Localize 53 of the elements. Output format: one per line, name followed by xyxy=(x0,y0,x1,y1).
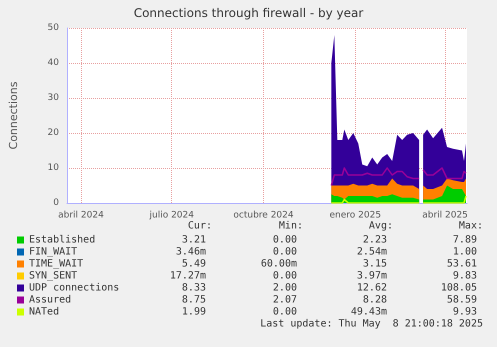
text: 108.05 xyxy=(440,282,477,294)
x-tick-label: abril 2024 xyxy=(58,210,104,220)
text: 3.46m xyxy=(176,246,206,258)
y-tick-label: 10 xyxy=(48,163,60,173)
x-tick-label: enero 2025 xyxy=(330,210,382,220)
legend-label: FIN_WAIT xyxy=(29,246,78,258)
legend-label: NATed xyxy=(29,306,60,318)
y-axis-title: Connections xyxy=(7,81,20,150)
text: Min: xyxy=(278,220,303,232)
y-tick-label: 40 xyxy=(48,58,60,68)
text: 8.28 xyxy=(362,294,387,306)
text: 3.15 xyxy=(362,258,387,270)
text: 3.97m xyxy=(356,270,387,282)
text: 2.23 xyxy=(362,234,387,246)
text: 0.00 xyxy=(272,270,297,282)
text: 1.00 xyxy=(452,246,477,258)
y-tick-label: 0 xyxy=(53,198,60,208)
text: 58.59 xyxy=(446,294,477,306)
text: 3.21 xyxy=(182,234,206,246)
y-tick-label: 30 xyxy=(48,93,60,103)
x-tick-label: julio 2024 xyxy=(148,210,194,220)
text: 8.33 xyxy=(182,282,206,294)
text: 8.75 xyxy=(182,294,206,306)
legend-label: Assured xyxy=(29,294,72,306)
text: 9.83 xyxy=(452,270,477,282)
text: 17.27m xyxy=(170,270,206,282)
legend-label: UDP connections xyxy=(29,282,120,294)
text: 0.00 xyxy=(272,234,297,246)
text: Cur: xyxy=(188,220,212,232)
x-tick-label: octubre 2024 xyxy=(233,210,294,220)
text: 7.89 xyxy=(452,234,477,246)
text: 60.00m xyxy=(260,258,297,270)
text: 0.00 xyxy=(272,306,297,318)
text: Last update: Thu May 8 21:00:18 2025 xyxy=(260,318,483,330)
text: 49.43m xyxy=(350,306,387,318)
legend-label: Established xyxy=(29,234,96,246)
legend-label: TIME_WAIT xyxy=(29,258,84,270)
text: 5.49 xyxy=(182,258,206,270)
text: 12.62 xyxy=(356,282,387,294)
text: 0.00 xyxy=(272,246,297,258)
text: 1.99 xyxy=(182,306,206,318)
text: Avg: xyxy=(368,220,393,232)
text: 2.07 xyxy=(272,294,297,306)
text: Max: xyxy=(458,220,483,232)
text: 9.93 xyxy=(452,306,477,318)
x-tick-label: abril 2025 xyxy=(422,210,468,220)
text: 2.54m xyxy=(356,246,387,258)
y-tick-label: 20 xyxy=(48,128,60,138)
y-tick-label: 50 xyxy=(48,23,60,33)
text: 53.61 xyxy=(446,258,477,270)
legend-label: SYN_SENT xyxy=(29,270,78,282)
chart-title: Connections through firewall - by year xyxy=(134,6,364,20)
text: 2.00 xyxy=(272,282,297,294)
